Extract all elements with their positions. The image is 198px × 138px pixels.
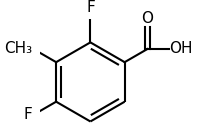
Text: F: F — [24, 107, 32, 122]
Text: OH: OH — [169, 42, 193, 56]
Text: F: F — [86, 0, 95, 15]
Text: CH₃: CH₃ — [4, 42, 32, 56]
Text: O: O — [142, 11, 153, 26]
